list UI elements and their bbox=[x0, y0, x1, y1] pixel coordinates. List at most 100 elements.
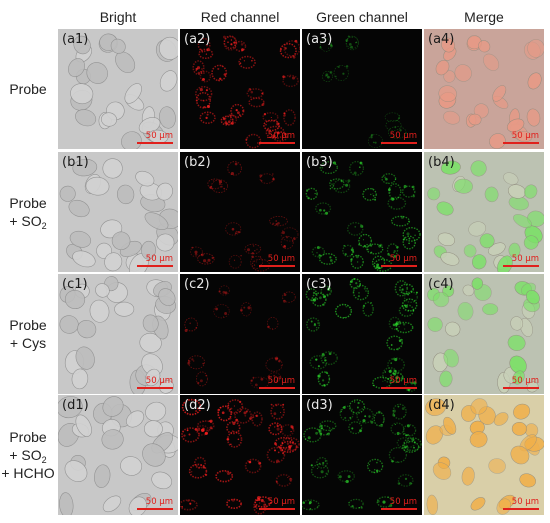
signal-dot bbox=[227, 120, 231, 124]
signal-dot bbox=[322, 362, 324, 364]
signal-dot bbox=[356, 406, 359, 409]
signal-dot bbox=[245, 410, 248, 413]
signal-dot bbox=[406, 232, 410, 236]
cell-signal bbox=[272, 131, 288, 142]
signal-dot bbox=[195, 67, 198, 71]
signal-dot bbox=[223, 73, 227, 76]
signal-dot bbox=[406, 424, 410, 428]
signal-dot bbox=[230, 121, 234, 125]
signal-dot bbox=[392, 409, 396, 413]
signal-dot bbox=[363, 244, 366, 248]
cell-outline bbox=[68, 199, 90, 218]
cell-signal bbox=[348, 498, 364, 509]
merged-cell bbox=[427, 317, 443, 332]
cell-signal bbox=[348, 421, 363, 435]
scale-bar-label: 50 μm bbox=[267, 131, 295, 141]
signal-dot bbox=[276, 122, 280, 126]
signal-dot bbox=[199, 48, 202, 51]
micrograph-image bbox=[58, 395, 178, 515]
merged-cell bbox=[462, 284, 475, 297]
signal-dot bbox=[206, 104, 211, 109]
scale-bar bbox=[259, 265, 295, 267]
signal-dot bbox=[252, 376, 255, 379]
signal-dot bbox=[373, 471, 375, 474]
cell-signal bbox=[270, 403, 285, 420]
signal-dot bbox=[252, 416, 255, 419]
signal-dot bbox=[209, 426, 213, 430]
cell-signal bbox=[223, 35, 237, 50]
signal-dot bbox=[191, 246, 194, 249]
signal-dot bbox=[283, 293, 287, 297]
merged-cell bbox=[527, 72, 542, 90]
signal-dot bbox=[246, 248, 251, 252]
micrograph-image bbox=[58, 152, 178, 272]
signal-dot bbox=[202, 99, 205, 102]
signal-dot bbox=[402, 433, 405, 435]
signal-dot bbox=[263, 113, 267, 116]
cell-signal bbox=[238, 55, 256, 69]
signal-dot bbox=[206, 48, 210, 52]
cell-signal bbox=[381, 173, 397, 185]
signal-dot bbox=[256, 248, 258, 250]
signal-dot bbox=[413, 446, 415, 449]
cell-outline bbox=[95, 283, 110, 298]
micrograph-image bbox=[424, 274, 544, 394]
merged-cell bbox=[524, 184, 538, 199]
cell-outline bbox=[120, 456, 143, 476]
signal-dot bbox=[289, 477, 293, 481]
signal-dot bbox=[322, 295, 326, 299]
row-label-line: Probe bbox=[0, 194, 56, 212]
background bbox=[302, 274, 422, 394]
signal-dot bbox=[329, 188, 332, 190]
signal-dot bbox=[378, 244, 382, 248]
signal-dot bbox=[196, 407, 199, 410]
merged-cell bbox=[443, 110, 461, 125]
signal-dot bbox=[407, 449, 409, 451]
signal-dot bbox=[184, 329, 188, 332]
signal-dot bbox=[345, 38, 349, 42]
row-label-line: Probe bbox=[0, 316, 56, 334]
signal-dot bbox=[397, 461, 399, 463]
signal-dot bbox=[388, 191, 391, 194]
signal-dot bbox=[221, 411, 225, 415]
signal-dot bbox=[231, 227, 235, 231]
signal-dot bbox=[224, 312, 228, 315]
signal-dot bbox=[289, 441, 292, 444]
scale-bar bbox=[259, 508, 295, 510]
signal-dot bbox=[410, 381, 414, 385]
signal-dot bbox=[351, 250, 355, 254]
signal-dot bbox=[382, 380, 384, 382]
cell-signal bbox=[318, 420, 337, 432]
cell-signal bbox=[395, 321, 414, 334]
signal-dot bbox=[186, 429, 189, 432]
cell-signal bbox=[384, 112, 401, 122]
scale-bar-label: 50 μm bbox=[511, 254, 539, 264]
signal-dot bbox=[231, 499, 235, 502]
cell-signal bbox=[346, 222, 364, 236]
merged-cell bbox=[506, 118, 525, 133]
signal-dot bbox=[316, 467, 318, 470]
cell-signal bbox=[265, 125, 285, 140]
signal-dot bbox=[223, 316, 225, 318]
signal-dot bbox=[324, 460, 327, 462]
signal-dot bbox=[189, 502, 192, 505]
signal-dot bbox=[387, 496, 389, 498]
row-label-3: Probe + Cys bbox=[0, 316, 56, 352]
signal-dot bbox=[259, 256, 262, 258]
cell-signal bbox=[356, 407, 374, 424]
scale-bar bbox=[137, 508, 173, 510]
signal-dot bbox=[316, 246, 320, 250]
signal-dot bbox=[205, 44, 209, 47]
cell-outline bbox=[75, 109, 97, 127]
cell-outline bbox=[75, 414, 92, 437]
signal-dot bbox=[342, 406, 346, 409]
cell-signal bbox=[311, 292, 327, 307]
cell-signal bbox=[226, 421, 241, 435]
cell-outline bbox=[75, 346, 95, 370]
signal-dot bbox=[355, 282, 358, 285]
cell-signal bbox=[199, 70, 212, 83]
signal-dot bbox=[254, 505, 257, 508]
signal-dot bbox=[354, 226, 356, 228]
cell-signal bbox=[265, 357, 283, 372]
signal-dot bbox=[275, 404, 278, 407]
